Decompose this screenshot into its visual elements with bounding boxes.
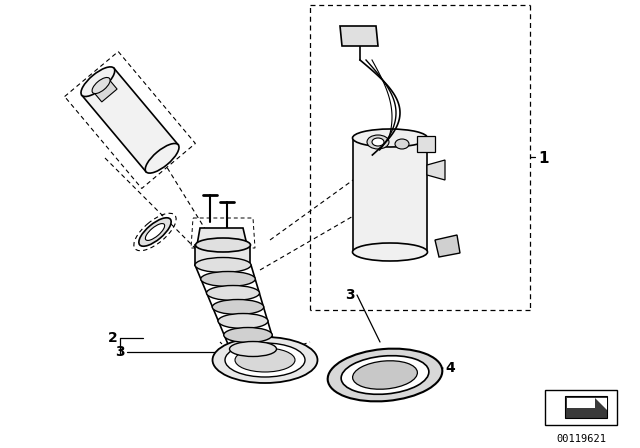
Ellipse shape xyxy=(224,327,272,343)
Polygon shape xyxy=(565,396,607,418)
Ellipse shape xyxy=(353,129,428,147)
Ellipse shape xyxy=(195,238,250,252)
Polygon shape xyxy=(435,235,460,257)
Ellipse shape xyxy=(353,243,428,261)
Ellipse shape xyxy=(212,337,317,383)
Ellipse shape xyxy=(92,78,110,94)
Ellipse shape xyxy=(195,258,251,272)
Ellipse shape xyxy=(230,341,276,357)
Ellipse shape xyxy=(328,349,442,401)
Ellipse shape xyxy=(201,271,255,287)
Polygon shape xyxy=(417,136,435,152)
Ellipse shape xyxy=(367,135,389,149)
Ellipse shape xyxy=(372,138,384,146)
Polygon shape xyxy=(195,245,250,265)
Polygon shape xyxy=(93,79,117,102)
Ellipse shape xyxy=(207,285,259,301)
Text: 2: 2 xyxy=(108,331,118,345)
Polygon shape xyxy=(545,390,617,425)
Text: 1: 1 xyxy=(538,151,548,165)
Polygon shape xyxy=(595,398,607,410)
Text: 3: 3 xyxy=(115,345,125,359)
Text: 4: 4 xyxy=(445,361,455,375)
Ellipse shape xyxy=(225,343,305,377)
Text: 3: 3 xyxy=(345,288,355,302)
Ellipse shape xyxy=(341,356,429,394)
Polygon shape xyxy=(197,228,247,245)
Polygon shape xyxy=(82,68,178,172)
Ellipse shape xyxy=(353,361,417,389)
Ellipse shape xyxy=(145,224,164,241)
Text: 00119621: 00119621 xyxy=(556,434,606,444)
Ellipse shape xyxy=(218,314,268,328)
Polygon shape xyxy=(340,26,378,46)
Polygon shape xyxy=(353,138,427,252)
Ellipse shape xyxy=(145,143,179,173)
Ellipse shape xyxy=(235,348,295,372)
Polygon shape xyxy=(567,398,595,408)
Ellipse shape xyxy=(81,67,115,96)
Ellipse shape xyxy=(139,218,171,246)
Ellipse shape xyxy=(395,139,409,149)
Polygon shape xyxy=(427,160,445,180)
Ellipse shape xyxy=(212,300,264,314)
